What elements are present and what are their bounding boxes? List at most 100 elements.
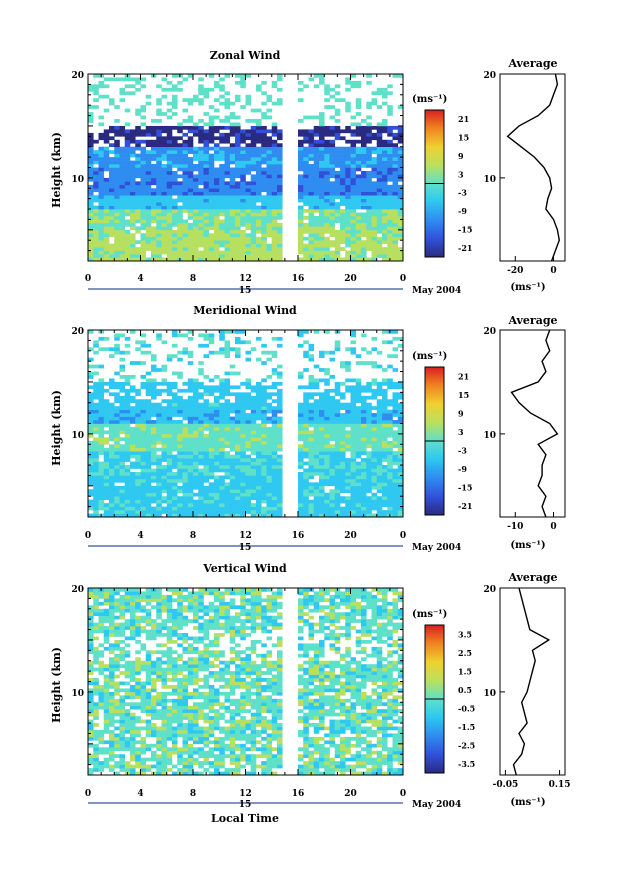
heatmap-cell bbox=[250, 202, 257, 206]
heatmap-cell bbox=[371, 212, 378, 217]
heatmap-cell bbox=[224, 406, 231, 410]
heatmap-cell bbox=[319, 423, 325, 428]
heatmap-cell bbox=[156, 188, 162, 193]
heatmap-cell bbox=[214, 219, 220, 224]
heatmap-cell bbox=[319, 143, 325, 148]
heatmap-cell bbox=[130, 233, 136, 238]
heatmap-cell bbox=[345, 105, 351, 109]
heatmap-cell bbox=[145, 513, 152, 518]
heatmap-cell bbox=[124, 478, 131, 483]
heatmap-cell bbox=[235, 139, 241, 144]
heatmap-cell bbox=[182, 402, 189, 407]
heatmap-cell bbox=[177, 371, 183, 376]
heatmap-cell bbox=[313, 482, 320, 487]
heatmap-cell bbox=[235, 132, 241, 137]
heatmap-cell bbox=[119, 357, 126, 362]
heatmap-cell bbox=[303, 243, 309, 248]
heatmap-cell bbox=[319, 454, 325, 459]
heatmap-cell bbox=[240, 392, 246, 397]
heatmap-cell bbox=[98, 392, 105, 397]
heatmap-cell bbox=[382, 191, 388, 196]
heatmap-cell bbox=[119, 478, 126, 483]
heatmap-cell bbox=[313, 229, 320, 234]
heatmap-cell bbox=[98, 80, 105, 85]
heatmap-cell bbox=[382, 222, 388, 227]
heatmap-cell bbox=[208, 465, 215, 469]
heatmap-cell bbox=[376, 499, 383, 504]
heatmap-cell bbox=[166, 420, 173, 424]
heatmap-cell bbox=[93, 177, 99, 182]
heatmap-cell bbox=[109, 465, 115, 469]
heatmap-cell bbox=[98, 444, 105, 449]
heatmap-cell bbox=[161, 198, 168, 203]
heatmap-cell bbox=[140, 343, 147, 348]
heatmap-cell bbox=[103, 181, 110, 186]
heatmap-cell bbox=[135, 181, 141, 186]
heatmap-cell bbox=[214, 233, 220, 238]
heatmap-cell bbox=[240, 254, 246, 258]
heatmap-cell bbox=[151, 229, 157, 234]
heatmap-cell bbox=[161, 454, 168, 459]
heatmap-cell bbox=[114, 205, 120, 210]
heatmap-cell bbox=[366, 385, 372, 390]
heatmap-cell bbox=[387, 146, 393, 151]
heatmap-cell bbox=[172, 437, 178, 442]
heatmap-cell bbox=[88, 219, 94, 224]
heatmap-cell bbox=[250, 219, 257, 224]
heatmap-cell bbox=[250, 243, 257, 248]
heatmap-cell bbox=[350, 478, 357, 483]
heatmap-cell bbox=[303, 768, 309, 772]
heatmap-cell bbox=[187, 426, 194, 431]
heatmap-cell bbox=[229, 757, 236, 762]
heatmap-cell bbox=[313, 132, 320, 137]
heatmap-cell bbox=[182, 202, 189, 206]
heatmap-cell bbox=[224, 170, 231, 175]
heatmap-cell bbox=[98, 451, 105, 455]
heatmap-cell bbox=[172, 233, 178, 238]
heatmap-cell bbox=[193, 202, 199, 206]
heatmap-cell bbox=[214, 482, 220, 487]
heatmap-cell bbox=[303, 402, 309, 407]
heatmap-cell bbox=[88, 357, 94, 362]
heatmap-cell bbox=[256, 444, 262, 449]
heatmap-cell bbox=[224, 768, 231, 772]
heatmap-cell bbox=[261, 510, 267, 514]
heatmap-cell bbox=[355, 440, 362, 445]
heatmap-cell bbox=[361, 143, 367, 148]
heatmap-cell bbox=[208, 119, 215, 123]
heatmap-cell bbox=[308, 236, 315, 241]
heatmap-cell bbox=[350, 153, 357, 158]
heatmap-cell bbox=[193, 499, 199, 504]
heatmap-cell bbox=[130, 146, 136, 151]
heatmap-cell bbox=[140, 475, 147, 480]
heatmap-cell bbox=[392, 153, 399, 158]
heatmap-cell bbox=[376, 132, 383, 137]
heatmap-cell bbox=[151, 157, 157, 161]
heatmap-cell bbox=[271, 129, 278, 134]
heatmap-cell bbox=[177, 420, 183, 424]
heatmap-cell bbox=[308, 444, 315, 449]
heatmap-cell bbox=[387, 160, 393, 165]
heatmap-cell bbox=[350, 510, 357, 514]
heatmap-cell bbox=[187, 354, 194, 359]
heatmap-cell bbox=[166, 101, 173, 106]
heatmap-cell bbox=[240, 506, 246, 511]
heatmap-cell bbox=[103, 458, 110, 462]
heatmap-cell bbox=[271, 222, 278, 227]
heatmap-cell bbox=[208, 388, 215, 393]
heatmap-cell bbox=[161, 364, 168, 369]
heatmap-cell bbox=[376, 209, 383, 213]
heatmap-cell bbox=[156, 174, 162, 179]
heatmap-cell bbox=[177, 219, 183, 224]
heatmap-cell bbox=[182, 153, 189, 158]
heatmap-cell bbox=[135, 254, 141, 258]
heatmap-cell bbox=[366, 437, 372, 442]
heatmap-cell bbox=[214, 433, 220, 438]
heatmap-cell bbox=[198, 229, 204, 234]
heatmap-cell bbox=[329, 153, 336, 158]
heatmap-cell bbox=[151, 468, 157, 473]
heatmap-cell bbox=[219, 492, 225, 497]
heatmap-cell bbox=[382, 444, 388, 449]
heatmap-cell bbox=[313, 433, 320, 438]
heatmap-cell bbox=[145, 129, 152, 134]
